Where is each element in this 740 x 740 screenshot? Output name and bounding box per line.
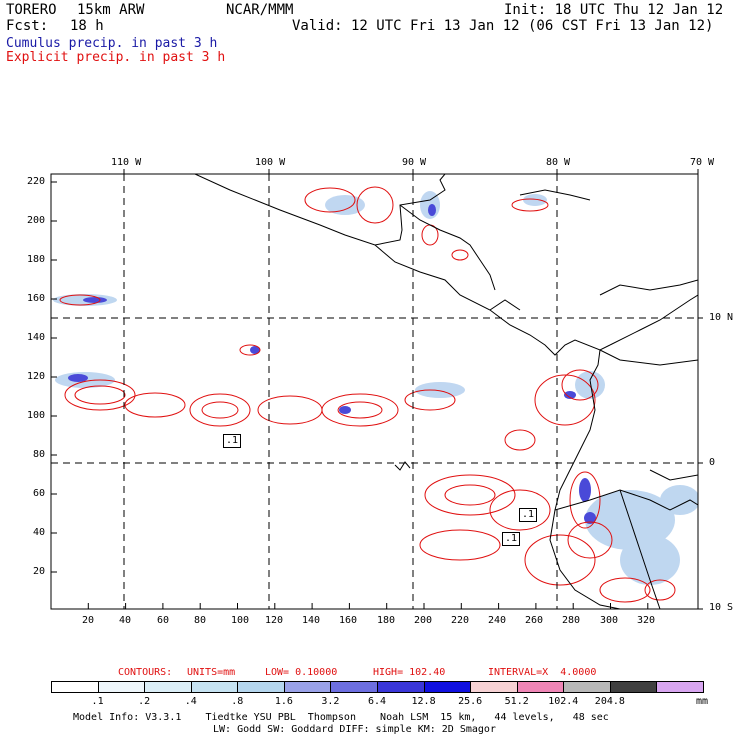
colorbar-swatch [516, 681, 565, 693]
colorbar-level: 1.6 [274, 696, 293, 707]
x-tick-label: 280 [562, 615, 581, 626]
lat-label-right: 0 [709, 457, 716, 468]
colorbar-level: .8 [231, 696, 244, 707]
cumulus-cores [68, 204, 596, 524]
y-tick-label: 100 [27, 410, 46, 421]
colorbar-swatch [330, 681, 378, 693]
colorbar-level: 25.6 [458, 696, 483, 707]
colorbar-swatch [144, 681, 192, 693]
lon-label-top: 80 W [546, 157, 571, 168]
colorbar-swatch [423, 681, 472, 693]
colorbar-level: 12.8 [411, 696, 436, 707]
x-tick-label: 100 [231, 615, 250, 626]
colorbar-level: .4 [184, 696, 197, 707]
x-tick-label: 320 [637, 615, 656, 626]
x-tick-label: 20 [82, 615, 95, 626]
init-time: Init: 18 UTC Thu 12 Jan 12 [504, 2, 724, 18]
model-info: Model Info: V3.3.1 Tiedtke YSU PBL Thomp… [73, 712, 609, 723]
colorbar-level: 3.2 [321, 696, 340, 707]
contours-high: HIGH= 102.40 [373, 667, 446, 678]
coastlines [194, 174, 698, 609]
x-tick-label: 180 [377, 615, 396, 626]
lon-label-top: 70 W [690, 157, 715, 168]
colorbar-swatch [609, 681, 658, 693]
forecast-label: Fcst: [6, 18, 49, 34]
colorbar-swatch [97, 681, 146, 693]
contours-units: UNITS=mm [187, 667, 236, 678]
physics-info: LW: Godd SW: Goddard DIFF: simple KM: 2D… [213, 724, 496, 735]
colorbar-swatch [656, 681, 704, 693]
map-frame [50, 173, 699, 610]
lat-lon-grid [51, 174, 698, 609]
colorbar-level: 51.2 [504, 696, 529, 707]
colorbar-swatch [190, 681, 239, 693]
x-tick-label: 220 [451, 615, 470, 626]
organization: NCAR/MMM [226, 2, 294, 18]
colorbar-swatch [470, 681, 518, 693]
forecast-hour: 18 h [70, 18, 104, 34]
colorbar-level: 204.8 [594, 696, 625, 707]
y-tick-label: 160 [27, 293, 46, 304]
colorbar-swatch [377, 681, 425, 693]
colorbar-unit: mm [696, 696, 709, 707]
lat-label-right: 10 N [709, 312, 734, 323]
x-tick-label: 260 [525, 615, 544, 626]
colorbar-level: 102.4 [548, 696, 579, 707]
y-tick-label: 40 [33, 527, 46, 538]
colorbar-level: 6.4 [367, 696, 387, 707]
colorbar-level: .1 [91, 696, 104, 707]
y-tick-label: 120 [27, 371, 46, 382]
lon-label-top: 100 W [255, 157, 286, 168]
lon-label-top: 90 W [402, 157, 427, 168]
x-tick-label: 80 [194, 615, 207, 626]
legend-explicit: Explicit precip. in past 3 h [6, 50, 226, 65]
colorbar-swatch [51, 681, 99, 693]
y-tick-label: 140 [27, 332, 46, 343]
x-tick-label: 200 [414, 615, 433, 626]
x-tick-label: 60 [157, 615, 170, 626]
contours-low: LOW= 0.10000 [265, 667, 338, 678]
contour-label-box: .1 [519, 508, 538, 522]
x-tick-label: 160 [339, 615, 358, 626]
legend-cumulus: Cumulus precip. in past 3 h [6, 36, 218, 51]
y-tick-label: 60 [33, 488, 46, 499]
x-tick-label: 240 [488, 615, 507, 626]
x-tick-label: 120 [265, 615, 284, 626]
model-resolution: 15km ARW [77, 2, 145, 18]
model-name: TORERO [6, 2, 57, 18]
y-tick-label: 180 [27, 254, 46, 265]
contour-label-box: .1 [223, 434, 242, 448]
colorbar-level: .2 [138, 696, 151, 707]
y-tick-label: 80 [33, 449, 46, 460]
x-tick-label: 140 [302, 615, 321, 626]
colorbar-swatch [237, 681, 285, 693]
y-tick-label: 220 [27, 176, 46, 187]
contours-title: CONTOURS: [118, 667, 173, 678]
x-tick-label: 40 [119, 615, 132, 626]
lon-label-top: 110 W [111, 157, 142, 168]
y-tick-label: 20 [33, 566, 46, 577]
contours-interval: INTERVAL=X 4.0000 [488, 667, 597, 678]
y-tick-label: 200 [27, 215, 46, 226]
x-tick-label: 300 [600, 615, 619, 626]
colorbar-swatch [283, 681, 332, 693]
colorbar-swatch [563, 681, 611, 693]
valid-time: Valid: 12 UTC Fri 13 Jan 12 (06 CST Fri … [292, 18, 714, 34]
contour-label-box: .1 [502, 532, 521, 546]
explicit-contours [59, 186, 676, 603]
lat-label-right: 10 S [709, 602, 734, 613]
